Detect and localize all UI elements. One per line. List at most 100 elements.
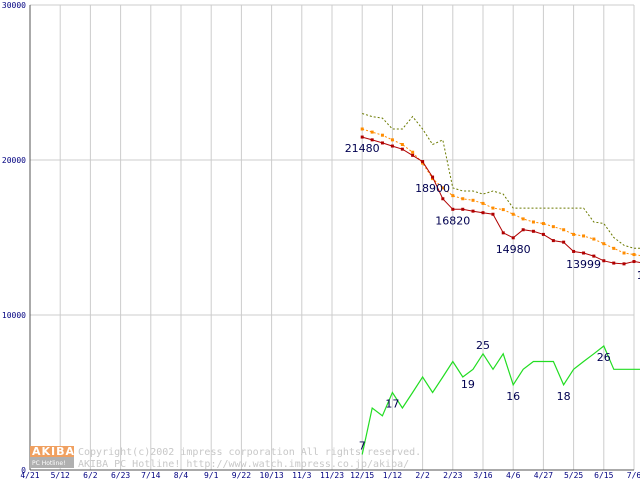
x-tick-label: 1/12 bbox=[383, 471, 402, 480]
x-tick-label: 9/1 bbox=[204, 471, 219, 480]
x-tick-label: 5/25 bbox=[564, 471, 583, 480]
data-label: 18900 bbox=[415, 182, 450, 195]
data-label: 16 bbox=[506, 390, 520, 403]
copyright-text: Copyright(c)2002 impress corporation All… bbox=[78, 447, 421, 458]
point-minimum bbox=[632, 260, 636, 264]
point-average bbox=[451, 194, 455, 198]
series-line-shops bbox=[361, 345, 640, 455]
data-labels: 21480 18900 16820 14980 13999 13300 7 17 19 25 16 1… bbox=[345, 142, 640, 452]
point-minimum bbox=[481, 211, 485, 215]
point-average bbox=[380, 133, 384, 137]
point-minimum bbox=[622, 262, 626, 266]
point-minimum bbox=[441, 197, 445, 201]
point-minimum bbox=[411, 153, 415, 157]
x-tick-label: 2/23 bbox=[443, 471, 462, 480]
point-average bbox=[370, 130, 374, 134]
y-tick-label: 0 bbox=[21, 466, 26, 475]
data-label: 13999 bbox=[566, 258, 601, 271]
point-minimum bbox=[400, 147, 404, 151]
point-average bbox=[562, 228, 566, 232]
data-label: 18 bbox=[557, 390, 571, 403]
x-tick-label: 4/27 bbox=[534, 471, 553, 480]
x-tick-label: 7/14 bbox=[141, 471, 160, 480]
x-tick-label: 11/3 bbox=[292, 471, 311, 480]
point-average bbox=[531, 220, 535, 224]
point-average bbox=[632, 253, 636, 257]
point-average bbox=[390, 138, 394, 142]
point-minimum bbox=[390, 144, 394, 148]
point-average bbox=[441, 186, 445, 190]
point-average bbox=[602, 242, 606, 246]
point-average bbox=[411, 150, 415, 154]
series-line-average bbox=[362, 128, 640, 257]
point-minimum bbox=[572, 249, 576, 253]
point-minimum bbox=[491, 212, 495, 216]
point-average bbox=[622, 251, 626, 255]
point-minimum bbox=[421, 160, 425, 164]
point-minimum bbox=[431, 175, 435, 179]
point-average bbox=[582, 234, 586, 238]
x-axis-tick-labels: 4/21 5/12 6/2 6/23 7/14 8/4 9/1 9/22 10/13 11/3 11… bbox=[20, 471, 640, 480]
x-tick-label: 5/12 bbox=[51, 471, 70, 480]
x-tick-label: 9/22 bbox=[232, 471, 251, 480]
point-average bbox=[491, 206, 495, 210]
point-minimum bbox=[370, 138, 374, 142]
point-minimum bbox=[612, 261, 616, 265]
data-label: 7 bbox=[359, 440, 366, 453]
x-tick-label: 8/4 bbox=[174, 471, 189, 480]
point-minimum bbox=[551, 239, 555, 243]
point-average bbox=[360, 127, 364, 131]
x-tick-label: 4/21 bbox=[20, 471, 39, 480]
data-label: 26 bbox=[597, 351, 611, 364]
point-average bbox=[471, 198, 475, 202]
point-minimum bbox=[521, 228, 525, 232]
point-minimum bbox=[380, 141, 384, 145]
x-tick-label: 6/15 bbox=[594, 471, 613, 480]
point-minimum bbox=[451, 207, 455, 211]
x-tick-label: 12/15 bbox=[350, 471, 374, 480]
data-label: 13300 bbox=[637, 269, 640, 282]
y-tick-label: 20000 bbox=[2, 156, 26, 165]
x-tick-label: 4/6 bbox=[506, 471, 521, 480]
point-minimum bbox=[360, 135, 364, 139]
data-label: 19 bbox=[461, 378, 475, 391]
data-label: 25 bbox=[476, 339, 490, 352]
point-minimum bbox=[501, 231, 505, 235]
y-tick-label: 10000 bbox=[2, 311, 26, 320]
data-label: 21480 bbox=[345, 142, 380, 155]
point-minimum bbox=[461, 207, 465, 211]
data-label: 14980 bbox=[496, 243, 531, 256]
x-tick-label: 2/2 bbox=[415, 471, 430, 480]
watermark: AKIBA PC Hotline! Copyright(c)2002 impre… bbox=[30, 445, 421, 470]
point-average bbox=[592, 237, 596, 241]
data-label: 17 bbox=[385, 398, 399, 411]
point-minimum bbox=[511, 236, 515, 240]
x-tick-label: 7/6 bbox=[627, 471, 640, 480]
point-average bbox=[421, 161, 425, 165]
x-tick-label: 11/23 bbox=[320, 471, 344, 480]
site-url-text: AKIBA PC Hotline! http://www.watch.impre… bbox=[78, 459, 409, 470]
logo-top-text: AKIBA bbox=[32, 445, 75, 458]
series-layer bbox=[360, 113, 640, 455]
x-tick-label: 3/16 bbox=[473, 471, 492, 480]
point-minimum bbox=[531, 229, 535, 233]
x-tick-label: 6/23 bbox=[111, 471, 130, 480]
point-average bbox=[431, 177, 435, 181]
x-tick-label: 10/13 bbox=[260, 471, 284, 480]
point-minimum bbox=[471, 209, 475, 213]
grid-layer bbox=[29, 4, 635, 471]
x-tick-label: 6/2 bbox=[83, 471, 98, 480]
data-label: 16820 bbox=[435, 214, 470, 227]
point-average bbox=[400, 143, 404, 146]
point-minimum bbox=[541, 232, 545, 236]
logo-bottom-block bbox=[30, 457, 74, 468]
series-line-upper bbox=[362, 113, 640, 249]
point-average bbox=[481, 201, 485, 205]
point-average bbox=[541, 222, 545, 226]
series-line-minimum bbox=[362, 136, 640, 265]
point-average bbox=[612, 246, 616, 250]
y-axis-tick-labels: 0 10000 20000 30000 bbox=[2, 1, 26, 475]
point-average bbox=[572, 232, 576, 236]
y-tick-label: 30000 bbox=[2, 1, 26, 10]
